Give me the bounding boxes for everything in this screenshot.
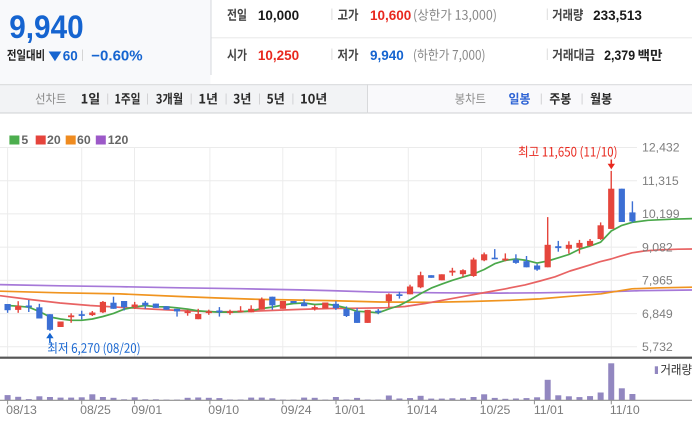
svg-text:20: 20 — [47, 133, 61, 147]
svg-text:9,082: 9,082 — [642, 240, 673, 254]
svg-text:08/25: 08/25 — [80, 403, 111, 417]
svg-text:09/01: 09/01 — [131, 403, 162, 417]
svg-text:09/24: 09/24 — [281, 403, 312, 417]
svg-text:2,379: 2,379 — [604, 48, 635, 63]
svg-text:233,513: 233,513 — [593, 8, 642, 23]
svg-text:10,199: 10,199 — [642, 207, 680, 221]
svg-text:12,432: 12,432 — [642, 141, 680, 155]
svg-text:10/01: 10/01 — [335, 403, 366, 417]
svg-text:7,965: 7,965 — [642, 274, 673, 288]
svg-text:10,250: 10,250 — [258, 48, 299, 63]
svg-text:60: 60 — [63, 48, 78, 63]
svg-text:11/01: 11/01 — [534, 403, 564, 417]
svg-text:9,940: 9,940 — [370, 48, 404, 63]
svg-text:9,940: 9,940 — [9, 9, 83, 45]
svg-text:−0.60%: −0.60% — [91, 47, 142, 64]
svg-text:120: 120 — [108, 133, 129, 147]
svg-text:5: 5 — [21, 133, 28, 147]
svg-text:11,315: 11,315 — [642, 174, 679, 188]
svg-text:10,600: 10,600 — [370, 8, 411, 23]
svg-text:6,849: 6,849 — [642, 307, 673, 321]
svg-text:60: 60 — [77, 133, 91, 147]
svg-text:10/25: 10/25 — [480, 403, 511, 417]
svg-text:08/13: 08/13 — [6, 403, 37, 417]
svg-text:10/14: 10/14 — [407, 403, 438, 417]
svg-text:5,732: 5,732 — [642, 340, 673, 354]
svg-text:09/10: 09/10 — [208, 403, 239, 417]
svg-text:11/10: 11/10 — [610, 403, 640, 417]
svg-text:10,000: 10,000 — [258, 8, 299, 23]
